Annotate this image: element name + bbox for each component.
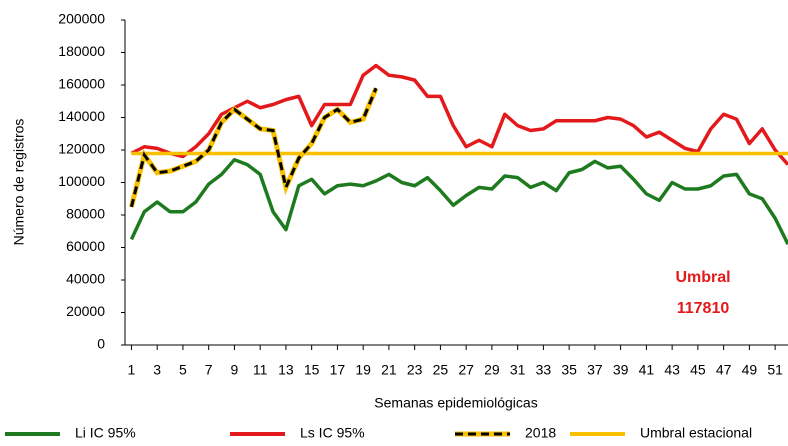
x-tick-label: 21 <box>381 362 397 378</box>
x-tick-label: 45 <box>690 362 706 378</box>
y-tick-label: 0 <box>97 336 105 352</box>
x-tick-label: 25 <box>433 362 449 378</box>
x-axis-label: Semanas epidemiológicas <box>374 395 537 411</box>
legend-label: Ls IC 95% <box>300 425 365 441</box>
x-tick-label: 33 <box>536 362 552 378</box>
x-tick-label: 27 <box>458 362 474 378</box>
x-tick-label: 23 <box>407 362 423 378</box>
y-tick-label: 80000 <box>66 206 105 222</box>
x-tick-label: 11 <box>253 362 268 378</box>
x-tick-label: 3 <box>153 362 161 378</box>
y-tick-label: 140000 <box>58 108 105 124</box>
x-tick-label: 7 <box>205 362 213 378</box>
x-tick-label: 19 <box>355 362 371 378</box>
x-tick-label: 37 <box>587 362 603 378</box>
x-tick-label: 9 <box>231 362 239 378</box>
series-line <box>129 158 788 246</box>
annotation-text: Umbral <box>675 269 730 286</box>
x-tick-label: 49 <box>742 362 758 378</box>
series-line <box>129 87 378 208</box>
x-tick-label: 5 <box>179 362 187 378</box>
legend-label: Li IC 95% <box>75 425 136 441</box>
y-axis-label: Número de registros <box>11 119 27 246</box>
x-tick-label: 41 <box>639 362 655 378</box>
x-tick-label: 43 <box>664 362 680 378</box>
x-tick-label: 1 <box>128 362 136 378</box>
x-tick-label: 39 <box>613 362 629 378</box>
x-tick-label: 47 <box>716 362 732 378</box>
legend-label: Umbral estacional <box>640 425 752 441</box>
y-tick-label: 100000 <box>58 173 105 189</box>
x-tick-label: 13 <box>278 362 294 378</box>
x-tick-label: 15 <box>304 362 320 378</box>
x-tick-label: 29 <box>484 362 500 378</box>
annotation-value: 117810 <box>677 300 730 317</box>
y-tick-label: 200000 <box>58 11 105 27</box>
y-tick-label: 160000 <box>58 76 105 92</box>
x-tick-label: 35 <box>561 362 577 378</box>
x-tick-label: 17 <box>330 362 346 378</box>
y-tick-label: 180000 <box>58 43 105 59</box>
x-tick-label: 31 <box>510 362 526 378</box>
y-tick-label: 40000 <box>66 271 105 287</box>
y-tick-label: 120000 <box>58 141 105 157</box>
legend-label: 2018 <box>525 425 556 441</box>
series-line <box>130 63 788 166</box>
y-tick-label: 60000 <box>66 238 105 254</box>
y-tick-label: 20000 <box>66 303 105 319</box>
x-tick-label: 51 <box>767 362 783 378</box>
